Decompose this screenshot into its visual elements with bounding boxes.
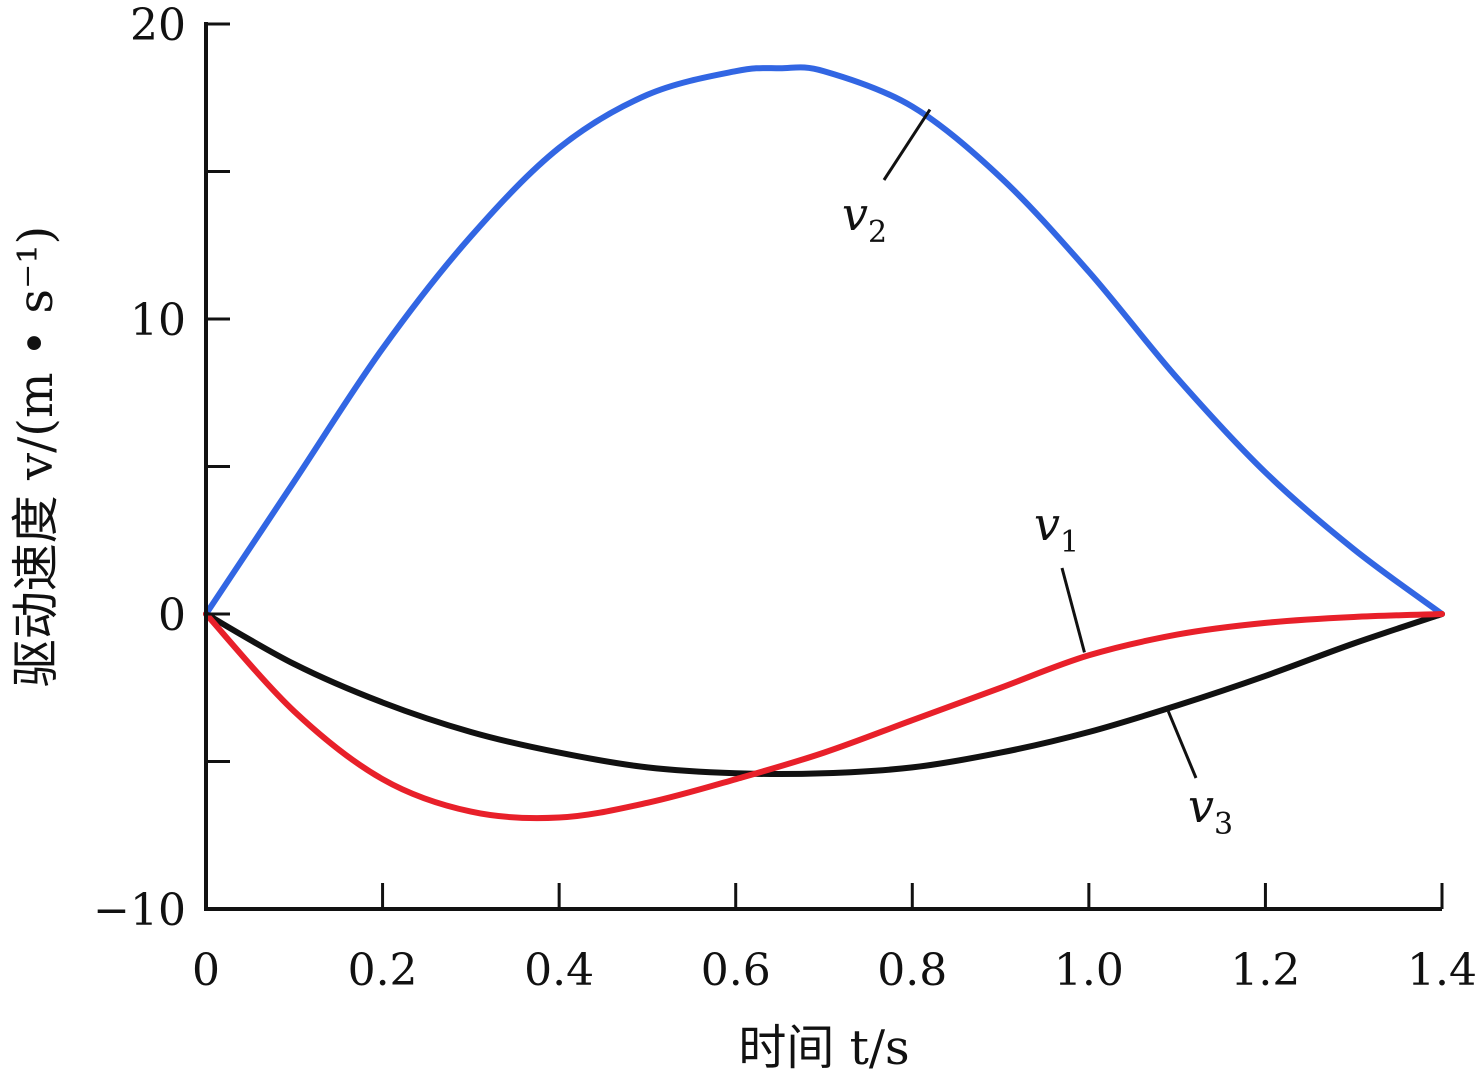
leader-line-v1 [1060,567,1086,653]
series-line-v2 [203,64,1445,617]
x-tick-label: 0.8 [877,945,947,996]
series-layer [203,64,1445,822]
series-label-v1: v1 [1034,497,1079,560]
series-label-main: v [842,187,868,241]
y-tick-label: −10 [93,885,186,936]
series-line-v3 [203,611,1445,778]
x-axis-title: 时间 t/s [738,1020,909,1074]
y-tick-label: 20 [130,0,186,51]
x-tick-label: 0.4 [524,945,594,996]
x-tick-label: 0.6 [701,945,771,996]
x-tick-label: 0 [192,945,220,996]
axes-layer [204,22,1444,911]
leader-line-v3 [1166,710,1198,779]
x-tick-label: 1.0 [1054,945,1124,996]
series-label-v2: v2 [842,187,887,250]
series-label-sub: 2 [868,215,887,250]
y-tick-label: 10 [130,295,186,346]
leader-line-v2 [882,108,932,181]
y-tick-label: 0 [158,590,186,641]
series-label-sub: 3 [1214,807,1233,842]
series-label-main: v [1034,497,1060,551]
annotation-layer [882,108,1198,779]
y-axis-title: 驱动速度 v/(m • s⁻¹) [8,226,64,688]
series-label-sub: 1 [1060,525,1079,560]
x-tick-label: 1.4 [1407,945,1477,996]
x-tick-label: 0.2 [348,945,418,996]
series-label-v3: v3 [1188,779,1233,842]
series-line-v1 [203,611,1445,822]
series-label-main: v [1188,779,1214,833]
x-tick-label: 1.2 [1230,945,1300,996]
